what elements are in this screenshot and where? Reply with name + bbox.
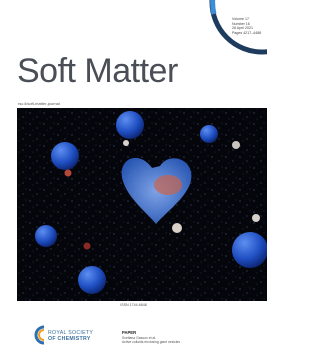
article-title: Active colloids enclosing giant vesicles (122, 340, 180, 344)
arc-decoration (213, 0, 250, 14)
journal-cover: Volume 17 Number 16 28 April 2021 Pages … (0, 0, 267, 355)
journal-title: Soft Matter (17, 52, 178, 91)
issue-info: Volume 17 Number 16 28 April 2021 Pages … (232, 17, 261, 35)
pages: Pages 4217–4488 (232, 31, 261, 36)
article-type: PAPER (122, 330, 136, 335)
heart-interior (154, 175, 182, 195)
publisher: ROYAL SOCIETY OF CHEMISTRY (48, 330, 93, 342)
rsc-logo (39, 330, 44, 340)
publisher-line: OF CHEMISTRY (48, 336, 93, 342)
issn: ISSN 1744-6848 (0, 303, 267, 307)
journal-url: rsc.li/soft-matter-journal (18, 101, 60, 106)
